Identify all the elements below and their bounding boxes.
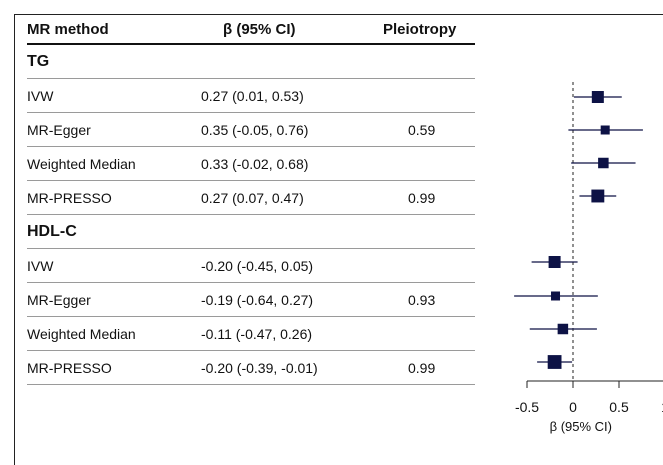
row-beta: 0.35 (-0.05, 0.76) (201, 122, 309, 138)
row-method: Weighted Median (27, 156, 136, 172)
row-pleiotropy: 0.99 (408, 190, 436, 206)
estimate-marker (598, 157, 609, 169)
row-method: MR-PRESSO (27, 190, 112, 206)
estimate-marker (557, 323, 569, 335)
row-method: MR-Egger (27, 292, 91, 308)
row-beta: -0.20 (-0.45, 0.05) (201, 258, 314, 274)
row-pleiotropy: 0.99 (408, 360, 436, 376)
row-method: MR-Egger (27, 122, 91, 138)
table-row: IVW 0.27 (0.01, 0.53) (27, 79, 475, 113)
estimate-marker (547, 355, 562, 369)
x-tick-label: -0.5 (515, 399, 539, 415)
estimate-marker (591, 189, 605, 203)
x-tick-label: 0 (569, 399, 577, 415)
row-beta: -0.19 (-0.64, 0.27) (201, 292, 314, 308)
x-tick-label: 0.5 (609, 399, 629, 415)
row-beta: 0.27 (0.01, 0.53) (201, 88, 304, 104)
row-beta: 0.27 (0.07, 0.47) (201, 190, 304, 206)
row-method: MR-PRESSO (27, 360, 112, 376)
estimate-marker (591, 91, 604, 103)
estimate-marker (548, 256, 561, 268)
forest-plot: -0.5 0 0.5 1 β (95% CI) (514, 82, 663, 434)
header-pleiotropy: Pleiotropy (383, 21, 457, 38)
x-tick-label: 1 (661, 399, 663, 415)
row-method: IVW (27, 258, 54, 274)
group-name: TG (27, 53, 50, 70)
table-row: MR-PRESSO -0.20 (-0.39, -0.01) 0.99 (27, 351, 475, 385)
table-row: Weighted Median 0.33 (-0.02, 0.68) (27, 147, 475, 181)
estimate-marker (600, 125, 610, 135)
row-beta: -0.20 (-0.39, -0.01) (201, 360, 318, 376)
table-row: MR-Egger 0.35 (-0.05, 0.76) 0.59 (27, 113, 475, 147)
row-method: IVW (27, 88, 54, 104)
table-row: MR-Egger -0.19 (-0.64, 0.27) 0.93 (27, 283, 475, 317)
row-pleiotropy: 0.93 (408, 292, 436, 308)
table-row: IVW -0.20 (-0.45, 0.05) (27, 249, 475, 283)
header-beta: β (95% CI) (223, 21, 296, 38)
group-label-hdl-c: HDL-C (27, 215, 475, 249)
figure-frame (14, 14, 663, 465)
group-name: HDL-C (27, 223, 77, 240)
row-method: Weighted Median (27, 326, 136, 342)
header-method: MR method (27, 21, 109, 38)
table-header: MR method β (95% CI) Pleiotropy (27, 18, 475, 45)
table-row: MR-PRESSO 0.27 (0.07, 0.47) 0.99 (27, 181, 475, 215)
group-label-tg: TG (27, 45, 475, 79)
row-beta: -0.11 (-0.47, 0.26) (201, 326, 313, 342)
x-axis-title: β (95% CI) (550, 419, 612, 434)
row-beta: 0.33 (-0.02, 0.68) (201, 156, 309, 172)
table-row: Weighted Median -0.11 (-0.47, 0.26) (27, 317, 475, 351)
estimate-marker (551, 291, 561, 301)
results-table: MR method β (95% CI) Pleiotropy TG IVW 0… (27, 18, 475, 385)
row-pleiotropy: 0.59 (408, 122, 436, 138)
